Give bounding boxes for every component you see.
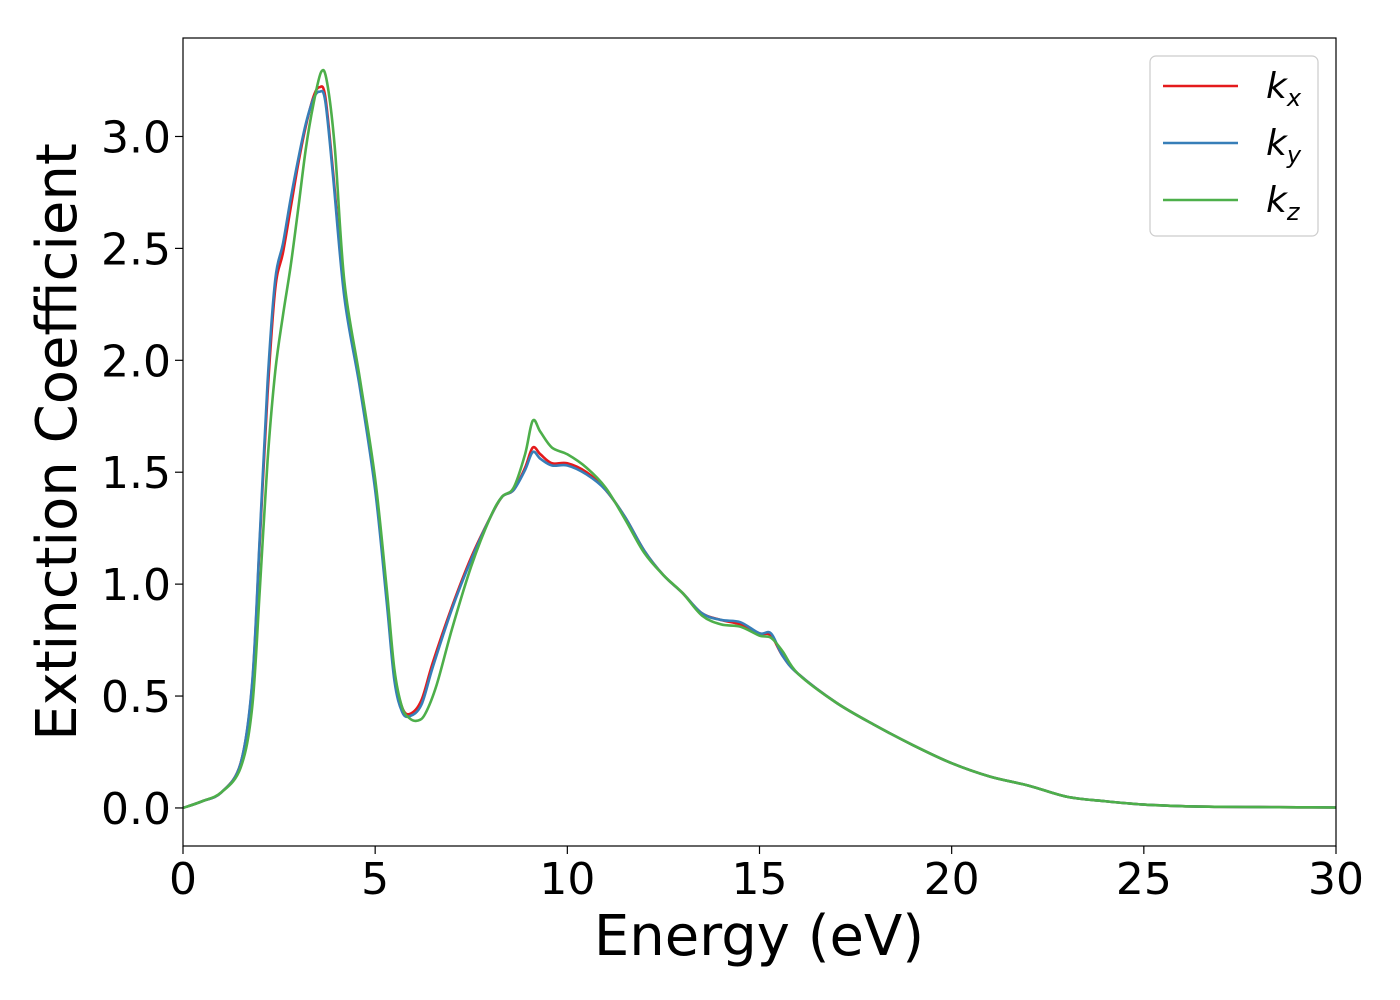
legend: kx ky kz bbox=[1149, 55, 1319, 237]
legend-label-k_z: kz bbox=[1266, 180, 1301, 226]
legend-box bbox=[1149, 55, 1319, 237]
y-tick-label: 1.0 bbox=[101, 560, 171, 611]
x-tick-label: 5 bbox=[361, 854, 389, 905]
x-tick-label: 30 bbox=[1308, 854, 1364, 905]
x-axis-title: Energy (eV) bbox=[594, 904, 924, 969]
x-tick-label: 0 bbox=[169, 854, 197, 905]
y-tick-label: 2.0 bbox=[101, 336, 171, 387]
plot-area bbox=[183, 38, 1336, 846]
y-tick-label: 0.5 bbox=[101, 672, 171, 723]
y-tick-label: 0.0 bbox=[101, 784, 171, 835]
x-tick-label: 10 bbox=[539, 854, 595, 905]
x-tick-label: 20 bbox=[924, 854, 980, 905]
y-axis-title: Extinction Coefficient bbox=[25, 143, 90, 741]
legend-label-k_x: kx bbox=[1266, 66, 1302, 112]
y-tick-label: 3.0 bbox=[101, 112, 171, 163]
x-tick-label: 25 bbox=[1116, 854, 1172, 905]
legend-label-k_y: ky bbox=[1266, 123, 1302, 169]
x-axis: 0 5 10 15 20 25 30 bbox=[169, 846, 1364, 905]
x-tick-label: 15 bbox=[732, 854, 788, 905]
series-line-k_z bbox=[182, 68, 1337, 810]
y-tick-label: 2.5 bbox=[101, 224, 171, 275]
y-tick-label: 1.5 bbox=[101, 448, 171, 499]
y-axis: 0.0 0.5 1.0 1.5 2.0 2.5 3.0 bbox=[101, 112, 183, 835]
series-layer bbox=[182, 68, 1337, 810]
